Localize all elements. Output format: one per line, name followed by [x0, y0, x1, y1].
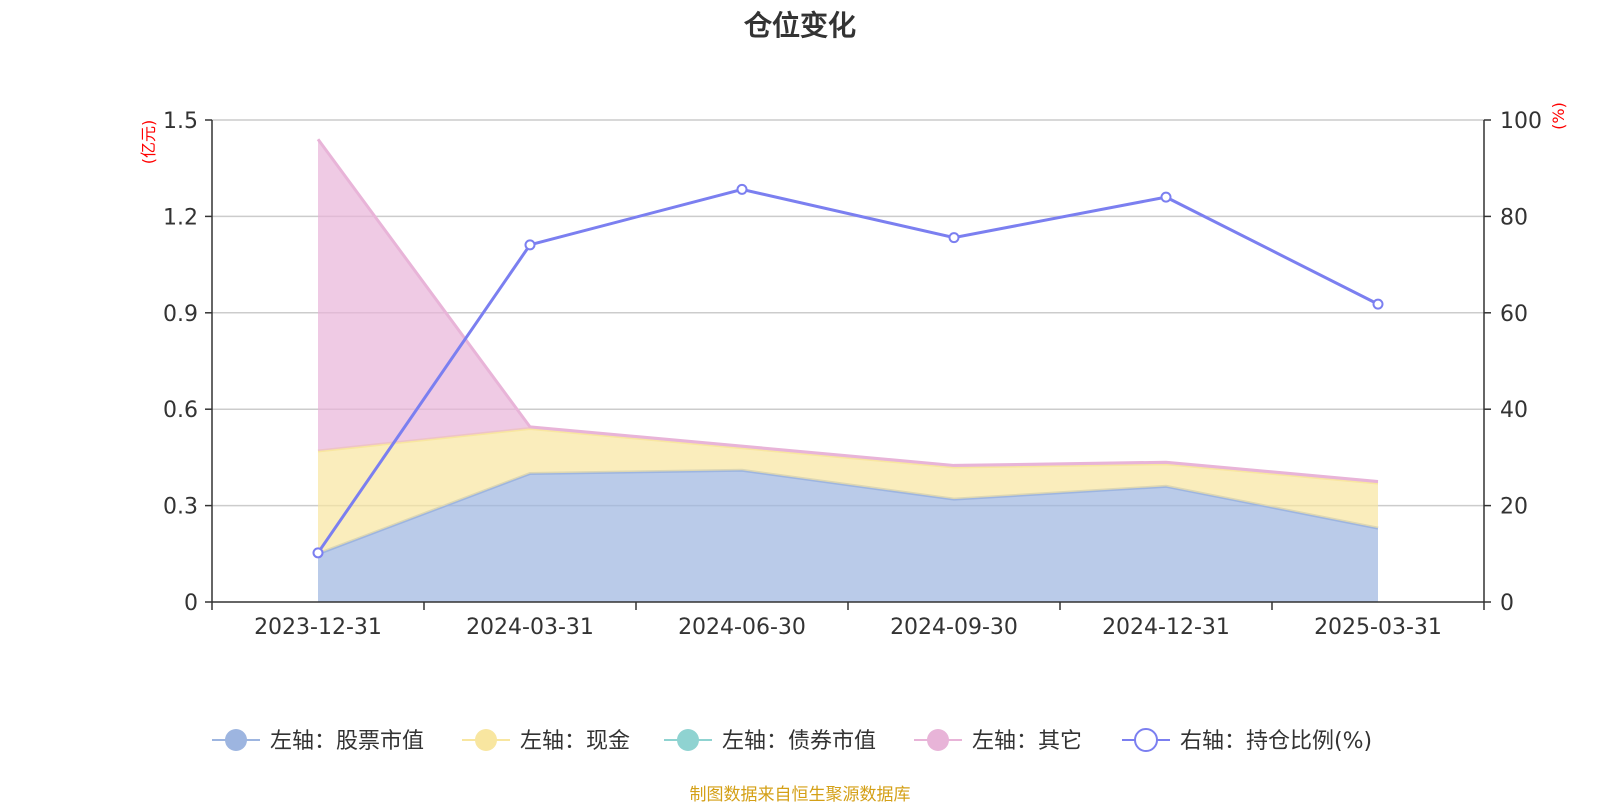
legend: 左轴：股票市值 左轴：现金 左轴：债券市值 左轴：其它 右轴：持仓比例(%) — [212, 728, 1372, 754]
chart-title: 仓位变化 — [743, 9, 856, 42]
right-axis-tick-label: 60 — [1500, 302, 1528, 327]
right-axis-tick-label: 100 — [1500, 109, 1542, 134]
legend-label-3: 左轴：其它 — [972, 729, 1082, 754]
x-axis-tick-label: 2024-06-30 — [678, 615, 806, 640]
stacked-areas — [316, 138, 1379, 602]
left-axis-tick-label: 0.9 — [163, 302, 198, 327]
right-axis-tick-label: 20 — [1500, 495, 1528, 520]
ratio-point — [1372, 298, 1384, 310]
left-axis-tick-label: 1.2 — [163, 205, 198, 230]
ratio-point — [1160, 191, 1172, 203]
data-source-note: 制图数据来自恒生聚源数据库 — [689, 785, 911, 805]
right-axis-unit: (%) — [1549, 102, 1568, 130]
x-axis-tick-label: 2024-03-31 — [466, 615, 594, 640]
ratio-point — [312, 547, 324, 559]
x-axis-tick-label: 2024-12-31 — [1102, 615, 1230, 640]
area-0 — [318, 470, 1378, 602]
right-axis-tick-label: 0 — [1500, 591, 1514, 616]
legend-marker-0 — [225, 729, 247, 751]
legend-label-2: 左轴：债券市值 — [722, 729, 876, 754]
legend-marker-2 — [677, 729, 699, 751]
left-axis-tick-label: 0 — [184, 591, 198, 616]
x-axis-tick-label: 2023-12-31 — [254, 615, 382, 640]
x-axis-tick-label: 2025-03-31 — [1314, 615, 1442, 640]
area-edge-3 — [316, 138, 1379, 483]
legend-label-4: 右轴：持仓比例(%) — [1180, 729, 1372, 754]
legend-marker-3 — [927, 729, 949, 751]
x-axis-tick-label: 2024-09-30 — [890, 615, 1018, 640]
legend-label-1: 左轴：现金 — [520, 729, 630, 754]
axes: 0 0.3 0.6 0.9 1.2 1.5 0 20 40 60 80 100 2023-12-31 20… — [163, 109, 1542, 640]
right-axis-tick-label: 80 — [1500, 205, 1528, 230]
legend-marker-1 — [475, 729, 497, 751]
area-3 — [318, 139, 1378, 484]
ratio-point — [736, 183, 748, 195]
ratio-line-layer — [312, 183, 1384, 559]
area-1 — [318, 428, 1378, 554]
right-axis-tick-label: 40 — [1500, 398, 1528, 423]
ratio-line — [316, 187, 1379, 554]
legend-marker-4 — [1134, 728, 1158, 752]
left-axis-tick-label: 1.5 — [163, 109, 198, 134]
left-axis-unit: (亿元) — [139, 120, 158, 165]
left-axis-tick-label: 0.6 — [163, 398, 198, 423]
left-axis-tick-label: 0.3 — [163, 495, 198, 520]
ratio-point — [948, 232, 960, 244]
ratio-point — [524, 239, 536, 251]
legend-label-0: 左轴：股票市值 — [270, 729, 424, 754]
